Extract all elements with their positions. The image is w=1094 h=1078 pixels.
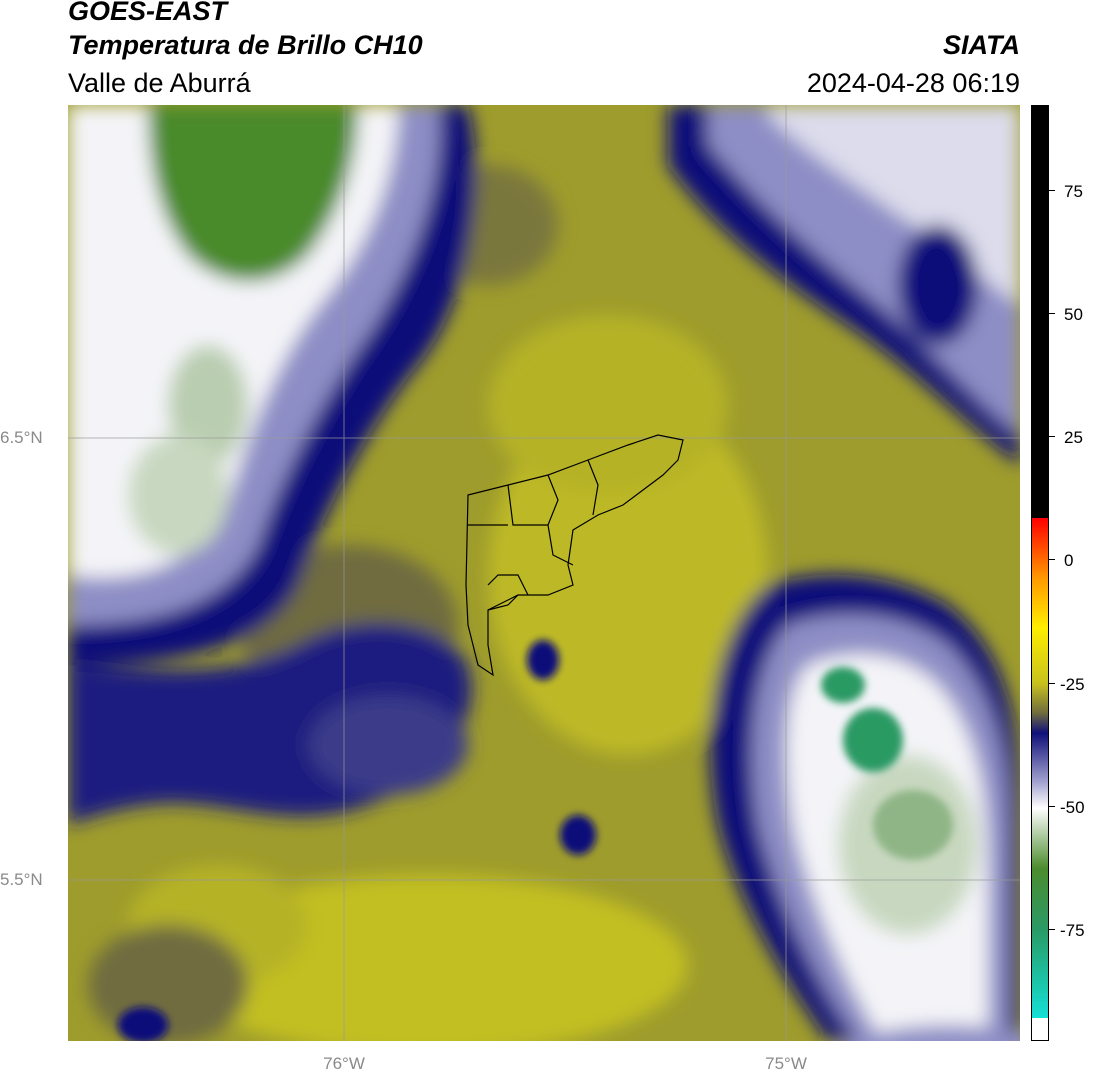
satellite-title: GOES-EAST [68, 0, 228, 26]
lon-label-76w: 76°W [323, 1054, 365, 1073]
colorbar-gradient [1031, 105, 1049, 1041]
colorbar-tick [1049, 436, 1055, 437]
lat-label-6-5: 6.5°N [0, 428, 43, 447]
colorbar-tick [1049, 929, 1055, 930]
graticule [68, 105, 1020, 1041]
map-canvas [68, 105, 1020, 1041]
colorbar-tick [1049, 559, 1055, 560]
product-title: Temperatura de Brillo CH10 [68, 30, 423, 60]
deep-convection-cores [118, 640, 953, 1041]
lat-label-5-5: 5.5°N [0, 870, 43, 889]
colorbar-label-50: 50 [1064, 305, 1083, 324]
datetime-label: 2024-04-28 06:19 [806, 68, 1020, 98]
region-subtitle: Valle de Aburrá [68, 68, 251, 98]
lon-label-75w: 75°W [765, 1054, 807, 1073]
colorbar-tick [1049, 683, 1055, 684]
organization-label: SIATA [943, 30, 1020, 60]
colorbar [1031, 105, 1049, 1041]
brightness-temperature-map[interactable] [68, 105, 1020, 1041]
colorbar-tick [1049, 190, 1055, 191]
colorbar-label-minus25: -25 [1060, 675, 1085, 694]
colorbar-label-0: 0 [1064, 551, 1074, 570]
colorbar-label-25: 25 [1064, 428, 1083, 447]
colorbar-label-75: 75 [1064, 182, 1083, 201]
municipality-boundaries [465, 434, 684, 677]
colorbar-tick [1049, 313, 1055, 314]
colorbar-tick [1049, 806, 1055, 807]
colorbar-label-minus50: -50 [1060, 798, 1085, 817]
colorbar-label-minus75: -75 [1060, 921, 1085, 940]
